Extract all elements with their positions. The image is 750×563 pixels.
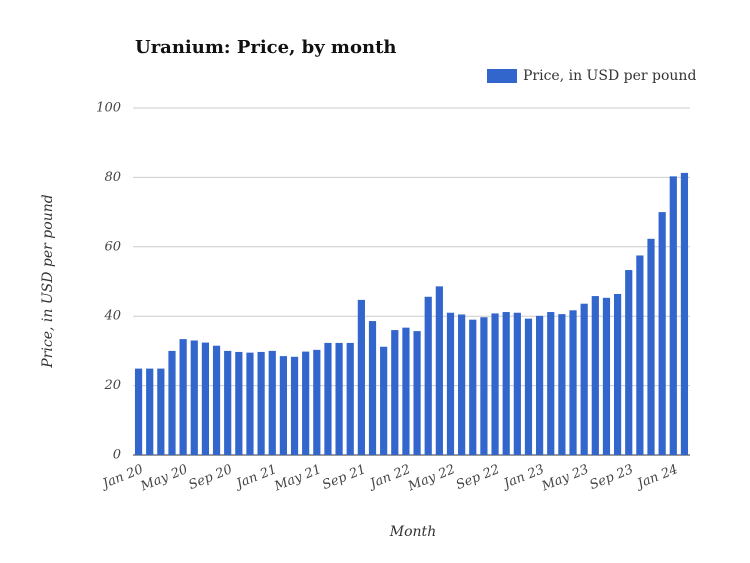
bar: [246, 352, 254, 455]
bar: [368, 321, 377, 455]
bar: [625, 270, 633, 455]
x-tick-label: Jan 24: [633, 462, 680, 493]
bar: [413, 331, 421, 455]
bar: [201, 342, 210, 455]
bar: [157, 368, 165, 455]
bar: [558, 314, 566, 455]
bar: [524, 318, 533, 455]
bar: [212, 345, 221, 455]
x-tick-label: Sep 20: [187, 462, 235, 493]
bar: [569, 310, 577, 455]
x-tick-label: May 21: [272, 462, 324, 495]
bar: [380, 346, 388, 455]
bar: [502, 312, 510, 455]
bar: [647, 238, 655, 455]
bar: [458, 314, 466, 455]
bar: [313, 349, 321, 455]
y-axis-title: Price, in USD per pound: [40, 194, 56, 368]
x-tick-label: Jan 21: [232, 462, 279, 493]
bar: [146, 368, 154, 455]
chart-title: Uranium: Price, by month: [135, 37, 396, 58]
bar: [235, 351, 243, 455]
bar: [602, 297, 611, 455]
bar: [391, 330, 399, 455]
legend-label: Price, in USD per pound: [523, 68, 696, 84]
x-tick-label: May 22: [405, 462, 457, 495]
bar: [224, 350, 232, 455]
bar: [658, 212, 666, 455]
x-tick-label: Jan 23: [499, 462, 546, 493]
bar: [134, 368, 143, 455]
x-tick-label: May 23: [539, 462, 591, 495]
y-tick-label: 80: [104, 170, 121, 185]
bar: [636, 255, 644, 455]
bar: [346, 342, 354, 455]
bar: [268, 350, 276, 455]
bar: [513, 312, 521, 455]
x-tick-label: Sep 22: [454, 462, 502, 493]
bar: [424, 296, 432, 455]
y-tick-label: 20: [103, 378, 121, 393]
x-tick-label: Sep 23: [588, 462, 636, 493]
bar: [580, 303, 588, 455]
legend-swatch: [487, 69, 517, 83]
bar: [536, 315, 544, 455]
bar: [279, 356, 287, 455]
bar: [669, 176, 677, 455]
bar: [613, 293, 622, 455]
bar: [335, 342, 343, 455]
bar: [357, 299, 365, 455]
bar: [190, 340, 198, 455]
bar: [435, 286, 443, 455]
bar: [302, 351, 310, 455]
bar: [179, 339, 187, 455]
bar: [324, 342, 332, 455]
bar: [402, 327, 410, 455]
bar: [168, 350, 176, 455]
x-axis-title: Month: [389, 524, 436, 540]
bar: [547, 312, 555, 455]
bar: [446, 312, 455, 455]
x-tick-label: Jan 20: [98, 462, 145, 493]
bar: [480, 317, 488, 455]
bar: [491, 313, 499, 455]
bar: [469, 319, 477, 455]
bar: [290, 356, 299, 455]
y-tick-label: 40: [103, 309, 121, 324]
x-tick-label: May 20: [138, 462, 190, 495]
y-tick-label: 60: [104, 239, 121, 254]
bar: [591, 296, 599, 455]
x-tick-label: Sep 21: [320, 462, 368, 493]
bar: [680, 172, 689, 455]
x-tick-label: Jan 22: [365, 462, 412, 493]
bar: [257, 351, 265, 455]
y-tick-label: 100: [96, 101, 121, 116]
y-tick-label: 0: [113, 448, 121, 463]
